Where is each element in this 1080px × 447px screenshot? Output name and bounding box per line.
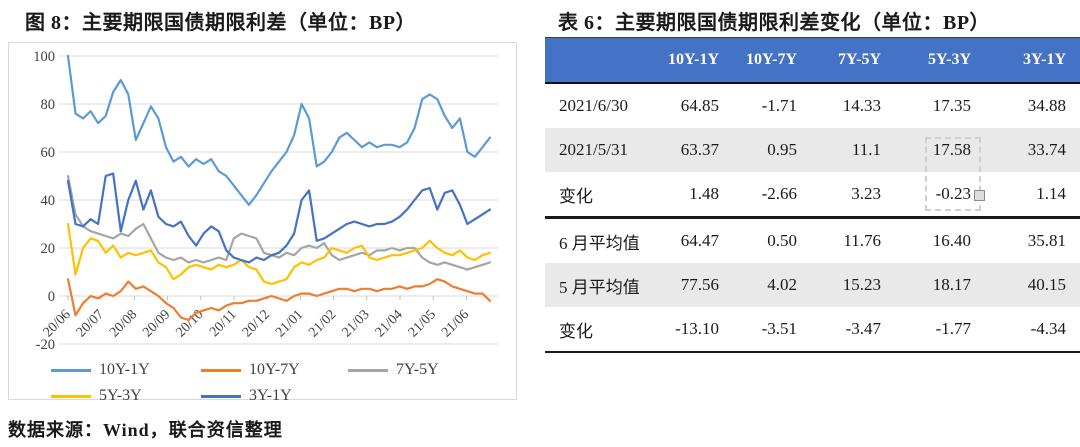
series-line-5y-3y	[66, 222, 492, 286]
value-cell: 0.95	[733, 128, 811, 172]
row-label: 6 月平均值	[545, 216, 640, 263]
series-line-3y-1y	[66, 172, 492, 264]
legend-label: 5Y-3Y	[99, 387, 142, 404]
legend-item-3y-1y: 3Y-1Y	[201, 387, 292, 405]
value-cell: -0.23	[935, 184, 971, 203]
value-cell: -3.51	[761, 319, 797, 338]
corner-cell	[545, 37, 640, 84]
legend-line-swatch	[348, 368, 388, 372]
legend-line-swatch	[51, 394, 91, 398]
row-label: 变化	[559, 186, 593, 206]
value-cell: 63.37	[640, 128, 733, 172]
table-row: 2021/6/30 64.85 -1.71 14.33 17.35 34.88	[545, 83, 1080, 128]
value-cell: 64.47	[640, 216, 733, 263]
value-cell: 16.40	[895, 216, 985, 263]
col-header-5y-3y: 5Y-3Y	[895, 37, 985, 84]
value-cell: 17.35	[932, 96, 971, 115]
legend-label: 3Y-1Y	[249, 387, 292, 404]
spread-change-table-wrap: 10Y-1Y 10Y-7Y 7Y-5Y 5Y-3Y 3Y-1Y 2021/6/3…	[545, 37, 1080, 353]
x-axis-label: 20/12	[240, 307, 273, 340]
x-axis-label: 21/01	[273, 307, 306, 340]
value-cell: 40.15	[985, 263, 1080, 307]
x-axis-label: 20/09	[140, 307, 173, 340]
legend-item-10y-1y: 10Y-1Y	[51, 361, 150, 379]
table-row: 变化 1.48 -2.66 3.23 -0.23 1.14	[545, 172, 1080, 218]
legend-line-swatch	[201, 394, 241, 398]
table-row: 变化 -13.10 -3.51 -3.47 -1.77 -4.34	[545, 307, 1080, 352]
value-cell: 3.23	[851, 184, 881, 203]
table-title: 表 6：主要期限国债期限利差变化（单位：BP）	[558, 12, 991, 34]
value-cell: 33.74	[985, 128, 1080, 172]
col-header-10y-1y: 10Y-1Y	[640, 37, 733, 84]
row-label: 5 月平均值	[545, 263, 640, 307]
value-cell: 15.23	[811, 263, 895, 307]
x-axis-label: 21/03	[339, 307, 372, 340]
value-cell: 77.56	[640, 263, 733, 307]
value-cell: -2.66	[761, 184, 797, 203]
y-axis-label: 100	[33, 49, 55, 65]
y-axis-label: 80	[41, 97, 56, 113]
value-cell: 11.76	[811, 216, 895, 263]
selection-resize-handle[interactable]	[974, 190, 985, 201]
x-axis-label: 21/02	[306, 307, 339, 340]
table-row: 5 月平均值 77.56 4.02 15.23 18.17 40.15	[545, 263, 1080, 307]
data-source-note: 数据来源：Wind，联合资信整理	[8, 420, 283, 440]
value-cell: -4.34	[1030, 319, 1066, 338]
col-header-7y-5y: 7Y-5Y	[811, 37, 895, 84]
row-label: 2021/5/31	[545, 128, 640, 172]
legend-label: 7Y-5Y	[396, 361, 439, 378]
series-line-10y-1y	[66, 54, 492, 206]
value-cell: 4.02	[733, 263, 811, 307]
x-axis-label: 20/10	[173, 307, 206, 340]
value-cell: 1.48	[689, 184, 719, 203]
x-axis-label: 20/11	[207, 307, 240, 340]
spread-change-table: 10Y-1Y 10Y-7Y 7Y-5Y 5Y-3Y 3Y-1Y 2021/6/3…	[545, 37, 1080, 353]
y-axis-label: -20	[36, 337, 55, 351]
y-axis-label: 60	[41, 145, 56, 161]
value-cell: -13.10	[675, 319, 719, 338]
legend-label: 10Y-7Y	[249, 361, 300, 378]
value-cell: 11.1	[811, 128, 895, 172]
legend-item-10y-7y: 10Y-7Y	[201, 361, 300, 379]
table-header-row: 10Y-1Y 10Y-7Y 7Y-5Y 5Y-3Y 3Y-1Y	[545, 37, 1080, 84]
value-cell: -1.77	[935, 319, 971, 338]
value-cell: 17.58	[895, 128, 985, 172]
value-cell: -3.47	[845, 319, 881, 338]
series-line-10y-7y	[66, 278, 492, 322]
value-cell: -1.71	[761, 96, 797, 115]
row-label: 变化	[559, 321, 593, 341]
x-axis-label: 20/08	[107, 307, 140, 340]
legend-line-swatch	[201, 368, 241, 372]
y-axis-label: 20	[41, 241, 56, 257]
legend-line-swatch	[51, 368, 91, 372]
x-axis-label: 21/05	[406, 307, 439, 340]
col-header-10y-7y: 10Y-7Y	[733, 37, 811, 84]
value-cell: 35.81	[985, 216, 1080, 263]
value-cell: 14.33	[842, 96, 881, 115]
value-cell: 1.14	[1036, 184, 1066, 203]
value-cell: 34.88	[1027, 96, 1066, 115]
value-cell: 18.17	[895, 263, 985, 307]
value-cell: 0.50	[733, 216, 811, 263]
legend-item-7y-5y: 7Y-5Y	[348, 361, 439, 379]
table-row: 6 月平均值 64.47 0.50 11.76 16.40 35.81	[545, 216, 1080, 263]
value-cell: 64.85	[680, 96, 719, 115]
x-axis-label: 20/07	[74, 307, 107, 340]
x-axis-label: 21/04	[373, 307, 406, 340]
row-label: 2021/6/30	[559, 96, 628, 115]
table-row: 2021/5/31 63.37 0.95 11.1 17.58 33.74	[545, 128, 1080, 172]
col-header-3y-1y: 3Y-1Y	[985, 37, 1080, 84]
legend-item-5y-3y: 5Y-3Y	[51, 387, 142, 405]
y-axis-label: 40	[41, 193, 56, 209]
series-line-7y-5y	[66, 174, 492, 271]
figure-title: 图 8：主要期限国债期限利差（单位：BP）	[25, 12, 417, 34]
x-axis-label: 20/06	[41, 307, 74, 340]
y-axis-label: 0	[48, 289, 55, 305]
legend-label: 10Y-1Y	[99, 361, 150, 378]
x-axis-label: 21/06	[439, 307, 472, 340]
term-spread-chart-box: 100 80 60 40 20 0 -20 20/06 20/07 20/08 20/09 20/10…	[8, 42, 517, 404]
